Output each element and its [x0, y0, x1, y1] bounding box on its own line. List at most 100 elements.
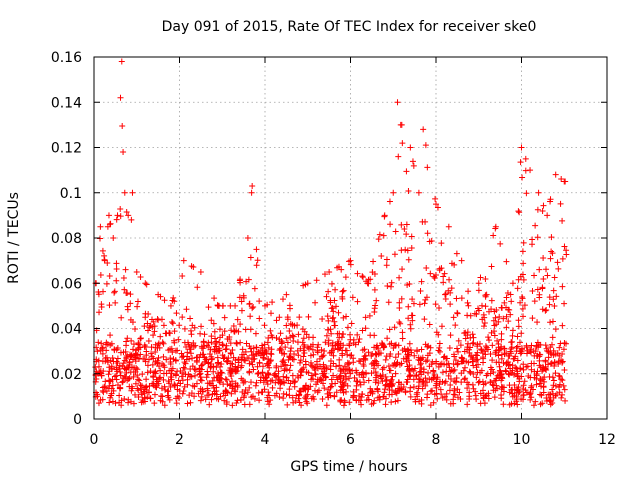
data-point — [504, 290, 511, 297]
data-point — [561, 300, 568, 307]
data-point — [158, 385, 165, 392]
data-point — [520, 313, 527, 320]
data-point — [359, 274, 366, 281]
data-point — [464, 385, 471, 392]
data-point — [283, 322, 290, 329]
data-point — [350, 393, 357, 400]
data-point — [370, 400, 377, 407]
data-point — [536, 266, 543, 273]
data-point — [250, 304, 257, 311]
data-point — [255, 348, 262, 355]
data-point — [289, 372, 296, 379]
data-point — [409, 296, 416, 303]
data-point — [375, 388, 382, 395]
data-point — [300, 335, 307, 342]
data-point — [563, 251, 570, 258]
data-point — [458, 379, 465, 386]
data-point — [491, 394, 498, 401]
data-point — [238, 307, 245, 314]
data-point — [482, 351, 489, 358]
data-point — [316, 376, 323, 383]
data-point — [424, 230, 431, 237]
data-point — [102, 358, 109, 365]
data-point — [485, 334, 492, 341]
data-point — [106, 399, 113, 406]
data-point — [498, 355, 505, 362]
data-point — [398, 360, 405, 367]
data-point — [488, 366, 495, 373]
data-point — [547, 391, 554, 398]
data-point — [561, 339, 568, 346]
data-point — [508, 400, 515, 407]
data-point — [336, 356, 343, 363]
data-point — [507, 291, 514, 298]
data-point — [152, 341, 159, 348]
data-point — [338, 334, 345, 341]
data-point — [141, 390, 148, 397]
data-point — [561, 178, 568, 185]
data-point — [196, 371, 203, 378]
data-point — [395, 388, 402, 395]
data-point — [523, 342, 530, 349]
data-point — [503, 359, 510, 366]
data-point — [404, 378, 411, 385]
data-point — [218, 369, 225, 376]
data-point — [418, 278, 425, 285]
data-point — [528, 394, 535, 401]
data-point — [482, 293, 489, 300]
data-point — [432, 301, 439, 308]
data-point — [302, 361, 309, 368]
data-point — [209, 377, 216, 384]
data-point — [123, 355, 130, 362]
data-point — [124, 303, 131, 310]
data-point — [110, 235, 117, 241]
data-point — [113, 265, 120, 272]
data-point — [315, 341, 322, 348]
data-point — [197, 268, 204, 275]
data-point — [211, 390, 218, 397]
data-point — [190, 263, 197, 270]
data-point — [507, 311, 514, 318]
data-point — [156, 375, 163, 382]
data-point — [169, 365, 176, 372]
data-point — [445, 223, 452, 230]
data-point — [152, 358, 159, 365]
data-point — [353, 396, 360, 403]
data-point — [160, 376, 167, 383]
data-point — [113, 277, 120, 284]
data-point — [425, 369, 432, 376]
data-point — [94, 348, 101, 355]
data-point — [314, 349, 321, 356]
data-point — [286, 328, 293, 335]
data-point — [295, 331, 302, 338]
data-point — [287, 348, 294, 355]
data-point — [407, 393, 414, 400]
data-point — [149, 361, 156, 368]
data-point — [396, 319, 403, 326]
data-point — [150, 332, 157, 339]
data-point — [194, 284, 201, 291]
y-tick-label: 0.16 — [51, 50, 82, 66]
data-point — [256, 315, 263, 322]
data-point — [563, 340, 570, 347]
data-point — [371, 397, 378, 404]
data-point — [280, 390, 287, 397]
data-point — [333, 303, 340, 310]
data-point — [299, 366, 306, 373]
data-point — [151, 328, 158, 335]
data-point — [121, 189, 128, 196]
data-point — [392, 354, 399, 361]
data-point — [442, 378, 449, 385]
data-point — [559, 358, 566, 365]
data-point — [135, 393, 142, 400]
data-point — [424, 164, 431, 171]
data-point — [380, 393, 387, 400]
data-point — [341, 380, 348, 387]
data-point — [214, 302, 221, 309]
data-point — [411, 352, 418, 359]
data-point — [560, 382, 567, 389]
data-point — [424, 394, 431, 401]
data-point — [181, 325, 188, 332]
data-point — [103, 339, 110, 346]
data-point — [182, 371, 189, 378]
